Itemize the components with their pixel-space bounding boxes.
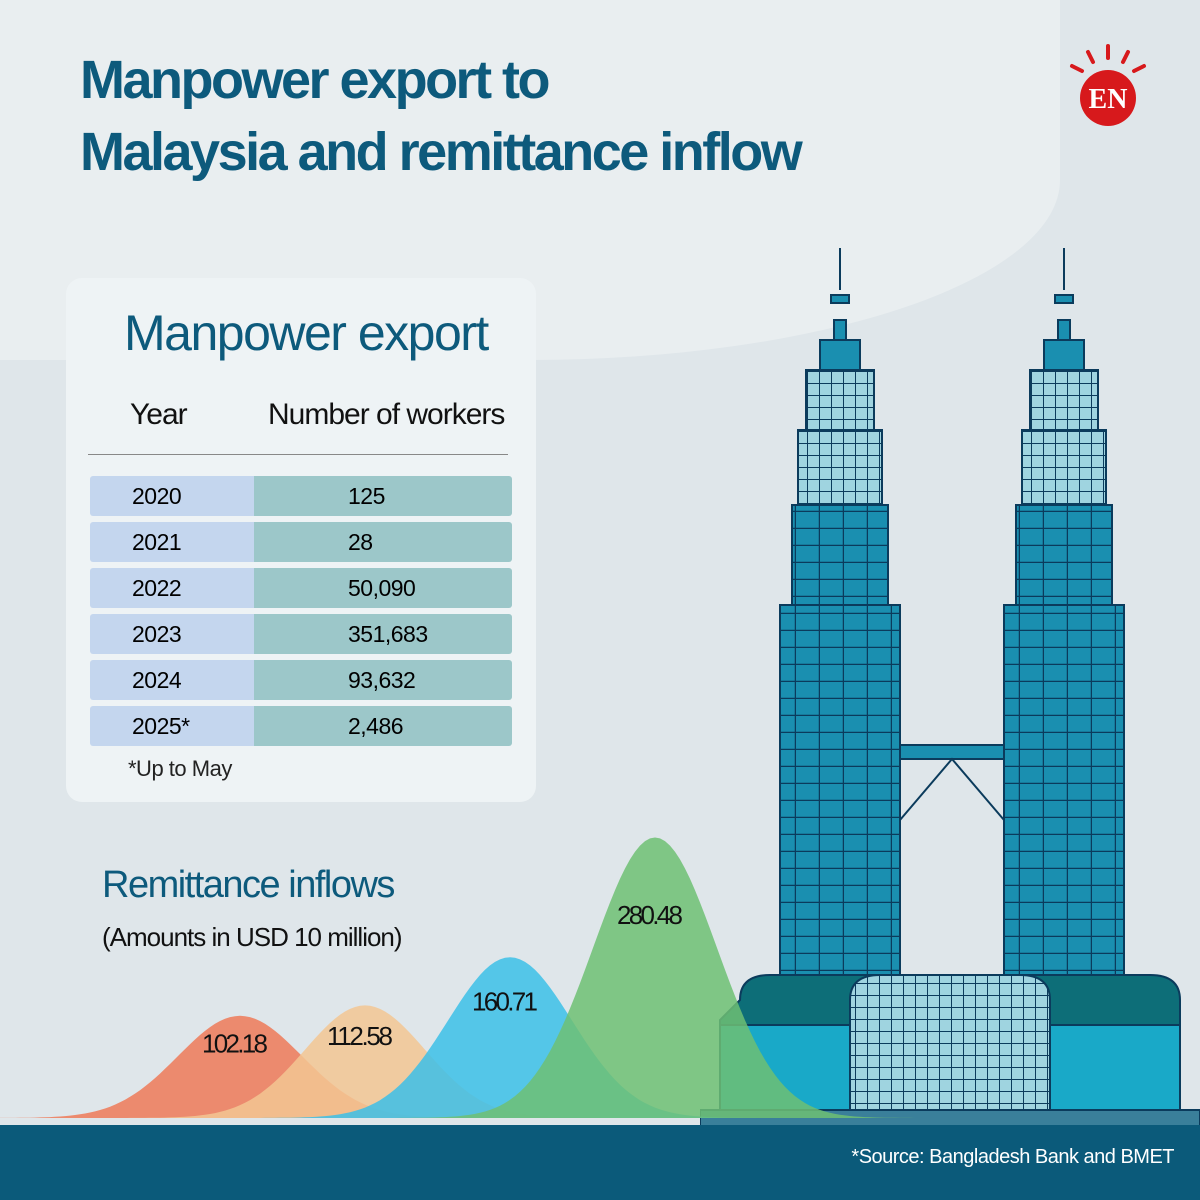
- workers-text: 351,683: [348, 621, 428, 647]
- data-label: 112.58: [327, 1021, 393, 1051]
- page-title: Manpower export to Malaysia and remittan…: [80, 44, 980, 188]
- workers-cell: 93,632: [254, 660, 512, 700]
- source-note: *Source: Bangladesh Bank and BMET: [851, 1146, 1174, 1168]
- area-peak-2024-25: [0, 837, 1000, 1118]
- workers-cell: 125: [254, 476, 512, 516]
- x-axis-band: [0, 1125, 1200, 1200]
- year-cell: 2020: [90, 476, 254, 516]
- title-line-1: Manpower export to: [80, 50, 551, 110]
- year-text: 2021: [132, 529, 182, 555]
- workers-text: 2,486: [348, 713, 404, 739]
- workers-cell: 28: [254, 522, 512, 562]
- table-row: 2022 50,090: [90, 568, 512, 608]
- workers-text: 28: [348, 529, 373, 555]
- data-label: 160.71: [472, 986, 538, 1016]
- workers-cell: 351,683: [254, 614, 512, 654]
- year-text: 2023: [132, 621, 182, 647]
- year-cell: 2022: [90, 568, 254, 608]
- year-cell: 2021: [90, 522, 254, 562]
- workers-text: 50,090: [348, 575, 416, 601]
- data-label: 280.48: [617, 900, 683, 930]
- workers-text: 93,632: [348, 667, 416, 693]
- table-title: Manpower export: [124, 305, 489, 361]
- year-text: 2025*: [132, 713, 190, 739]
- footnote: *Up to May: [128, 756, 232, 781]
- area-peak-2021-22: [0, 1015, 1000, 1118]
- year-text: 2020: [132, 483, 182, 509]
- column-header-year: Year: [130, 398, 188, 431]
- workers-cell: 2,486: [254, 706, 512, 746]
- manpower-table-card: Manpower export Year Number of workers 2…: [66, 278, 536, 802]
- year-cell: 2023: [90, 614, 254, 654]
- svg-text:EN: EN: [1089, 84, 1128, 115]
- table-row: 2024 93,632: [90, 660, 512, 700]
- en-logo: EN: [1070, 44, 1146, 126]
- table-row: 2020 125: [90, 476, 512, 516]
- year-cell: 2024: [90, 660, 254, 700]
- title-line-2: Malaysia and remittance inflow: [80, 122, 803, 182]
- remittance-title: Remittance inflows: [102, 864, 395, 906]
- remittance-subtitle: (Amounts in USD 10 million): [102, 922, 403, 952]
- workers-cell: 50,090: [254, 568, 512, 608]
- workers-text: 125: [348, 483, 385, 509]
- table-row: 2025* 2,486: [90, 706, 512, 746]
- twin-towers-illustration: [700, 247, 1200, 1127]
- header-divider: [88, 454, 508, 455]
- column-header-workers: Number of workers: [268, 398, 505, 431]
- table-row: 2021 28: [90, 522, 512, 562]
- year-cell: 2025*: [90, 706, 254, 746]
- data-label: 102.18: [202, 1028, 268, 1058]
- table-row: 2023 351,683: [90, 614, 512, 654]
- year-text: 2022: [132, 575, 182, 601]
- area-peak-2023-24: [0, 957, 1000, 1118]
- year-text: 2024: [132, 667, 182, 693]
